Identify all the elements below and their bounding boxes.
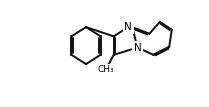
Text: N: N: [134, 43, 141, 53]
Text: CH₃: CH₃: [98, 65, 114, 74]
Text: N: N: [124, 22, 132, 32]
